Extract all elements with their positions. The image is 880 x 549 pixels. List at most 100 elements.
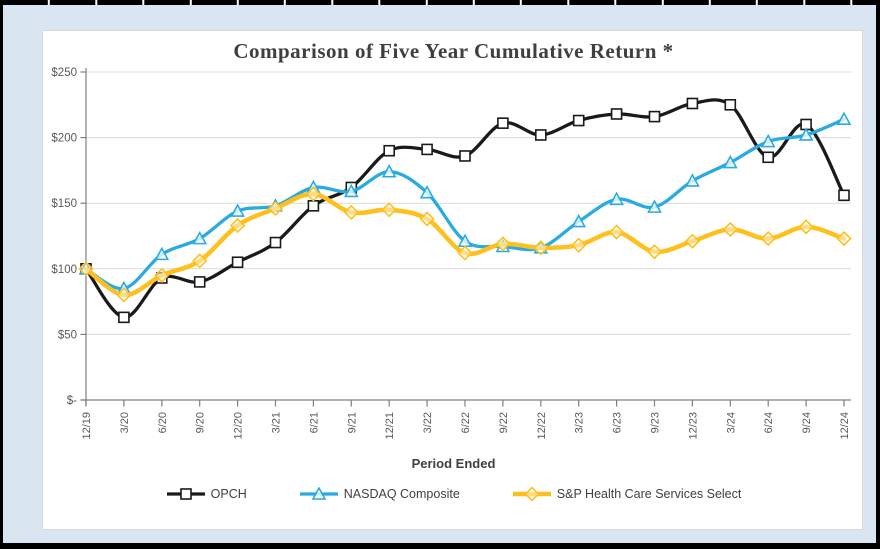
x-tick-label: 9/20 bbox=[195, 412, 207, 433]
marker-square bbox=[307, 200, 320, 212]
marker-triangle bbox=[760, 133, 776, 148]
marker-square bbox=[269, 236, 282, 249]
legend-swatch bbox=[299, 487, 338, 500]
x-tick-label: 6/20 bbox=[157, 412, 169, 433]
marker-diamond bbox=[229, 217, 246, 234]
marker-triangle bbox=[836, 111, 852, 126]
marker-triangle bbox=[571, 213, 587, 228]
x-tick-label: 12/19 bbox=[81, 412, 93, 440]
x-tick-label: 9/24 bbox=[801, 412, 813, 433]
x-tick-label: 9/23 bbox=[650, 412, 662, 433]
page-background: $- $50 $100 $150 $200 $250 12/19 3/20 6/20 9/20 12… bbox=[3, 5, 876, 543]
marker-triangle bbox=[419, 185, 435, 199]
marker-square bbox=[193, 276, 206, 288]
marker-triangle bbox=[609, 191, 624, 206]
line-chart-plot: $- $50 $100 $150 $200 $250 12/19 3/20 6/20 9/20 12… bbox=[51, 67, 852, 440]
marker-triangle bbox=[647, 199, 662, 213]
marker-diamond bbox=[154, 267, 170, 283]
marker-diamond bbox=[267, 200, 284, 217]
marker-diamond bbox=[381, 202, 397, 218]
legend-label: S&P Health Care Services Select bbox=[556, 487, 742, 501]
x-tick-label: 12/21 bbox=[384, 412, 396, 440]
chart-title: Comparison of Five Year Cumulative Retur… bbox=[233, 39, 674, 63]
marker-triangle bbox=[192, 230, 208, 245]
chart-legend: OPCH NASDAQ Composite S&P Health Care Serv… bbox=[43, 487, 864, 501]
y-tick-label: $- bbox=[67, 395, 77, 407]
series-line bbox=[83, 191, 847, 298]
marker-diamond bbox=[798, 219, 814, 235]
x-axis-title: Period Ended bbox=[411, 456, 496, 471]
legend-item-nasdaq-composite: NASDAQ Composite bbox=[299, 487, 460, 501]
marker-square bbox=[179, 488, 192, 500]
marker-diamond bbox=[608, 224, 625, 240]
series-s-p-health-care-services-select bbox=[78, 186, 852, 303]
marker-diamond bbox=[646, 244, 663, 260]
x-tick-label: 6/21 bbox=[308, 412, 320, 433]
x-tick-label: 6/22 bbox=[460, 412, 472, 433]
marker-diamond bbox=[684, 233, 701, 249]
marker-square bbox=[838, 189, 850, 202]
x-tick-label: 12/24 bbox=[839, 412, 851, 440]
chart-card: $- $50 $100 $150 $200 $250 12/19 3/20 6/20 9/20 12… bbox=[42, 30, 863, 530]
marker-square bbox=[610, 108, 623, 120]
marker-diamond bbox=[495, 236, 511, 252]
x-tick-label: 6/23 bbox=[612, 412, 624, 433]
x-tick-label: 12/22 bbox=[536, 412, 548, 440]
x-tick-label: 6/24 bbox=[763, 412, 775, 433]
x-tick-label: 3/23 bbox=[574, 412, 586, 433]
marker-diamond bbox=[524, 487, 540, 501]
marker-square bbox=[118, 311, 130, 324]
marker-square bbox=[686, 97, 699, 110]
marker-diamond bbox=[722, 221, 738, 238]
x-tick-label: 3/22 bbox=[422, 412, 434, 433]
marker-diamond bbox=[571, 237, 587, 253]
top-ruler-ticks bbox=[0, 0, 880, 5]
marker-triangle bbox=[685, 173, 700, 187]
marker-triangle bbox=[381, 164, 397, 178]
x-tick-label: 12/20 bbox=[233, 412, 245, 440]
marker-square bbox=[421, 143, 433, 156]
marker-diamond bbox=[305, 186, 322, 202]
x-tick-label: 9/22 bbox=[498, 412, 510, 433]
marker-triangle bbox=[154, 246, 170, 261]
marker-square bbox=[724, 99, 737, 111]
x-tick-label: 3/24 bbox=[725, 412, 737, 433]
x-tick-label: 3/20 bbox=[119, 412, 131, 433]
marker-square bbox=[534, 129, 547, 141]
series-opch bbox=[80, 97, 850, 324]
y-tick-label: $50 bbox=[58, 329, 77, 341]
marker-triangle bbox=[798, 127, 814, 141]
marker-square bbox=[459, 150, 471, 162]
marker-diamond bbox=[116, 287, 132, 303]
y-tick-label: $100 bbox=[51, 264, 77, 276]
legend-item-opch: OPCH bbox=[166, 487, 247, 501]
marker-square bbox=[572, 114, 585, 127]
marker-triangle bbox=[230, 203, 245, 217]
y-tick-label: $250 bbox=[51, 67, 77, 79]
marker-square bbox=[648, 110, 661, 123]
x-tick-label: 3/21 bbox=[271, 412, 283, 433]
x-tick-label: 12/23 bbox=[687, 412, 699, 440]
marker-diamond bbox=[78, 261, 94, 277]
marker-triangle bbox=[311, 487, 327, 500]
legend-swatch bbox=[166, 488, 205, 500]
marker-square bbox=[497, 117, 509, 129]
marker-diamond bbox=[457, 245, 473, 261]
x-tick-label: 9/21 bbox=[346, 412, 358, 433]
marker-square bbox=[762, 151, 775, 164]
y-tick-label: $200 bbox=[51, 133, 77, 145]
legend-swatch bbox=[512, 487, 551, 501]
marker-triangle bbox=[722, 154, 738, 169]
legend-label: OPCH bbox=[210, 487, 247, 501]
y-tick-label: $150 bbox=[51, 198, 77, 210]
legend-label: NASDAQ Composite bbox=[343, 487, 460, 501]
marker-diamond bbox=[760, 230, 776, 247]
legend-item-s-p-health-care-services-select: S&P Health Care Services Select bbox=[512, 487, 742, 501]
marker-square bbox=[231, 256, 244, 269]
marker-triangle bbox=[343, 183, 359, 198]
marker-diamond bbox=[192, 253, 208, 269]
marker-square bbox=[383, 144, 396, 157]
marker-diamond bbox=[419, 211, 435, 227]
marker-diamond bbox=[343, 204, 359, 221]
